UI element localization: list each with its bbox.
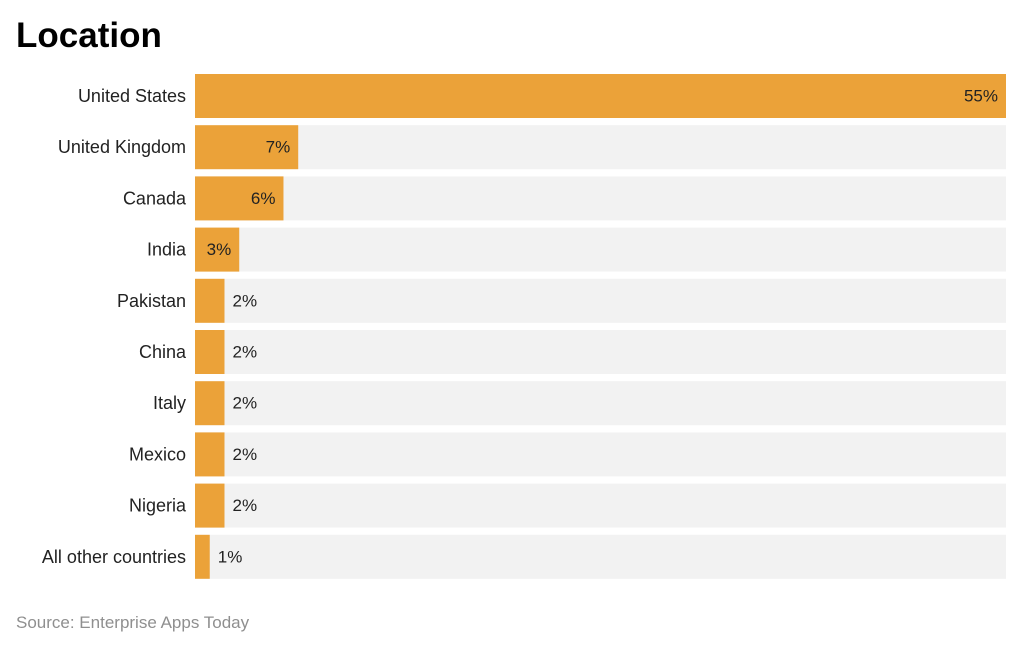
category-label-china: China [139,342,187,362]
bar-india [195,227,240,272]
bar-track-all-other-countries [195,534,1006,579]
source-note: Source: Enterprise Apps Today [16,613,250,632]
value-label-italy: 2% [232,394,257,413]
bar-track-canada [195,176,1006,221]
category-label-pakistan: Pakistan [117,291,186,311]
value-label-china: 2% [232,343,257,362]
value-label-all-other-countries: 1% [218,547,243,566]
bar-italy [195,381,225,426]
bar-nigeria [195,483,225,528]
bar-track-pakistan [195,278,1006,323]
category-label-nigeria: Nigeria [129,496,187,516]
bar-china [195,330,225,374]
bar-united-states [195,74,1006,118]
bar-track-mexico [195,432,1006,477]
category-label-italy: Italy [153,393,186,413]
category-label-mexico: Mexico [129,444,186,464]
bar-track-united-kingdom [195,125,1006,170]
category-label-canada: Canada [123,188,187,208]
value-label-nigeria: 2% [232,496,257,515]
category-label-india: India [147,240,187,260]
bar-track-italy [195,381,1006,426]
bar-pakistan [195,278,225,323]
bar-track-nigeria [195,483,1006,528]
bar-canada [195,176,284,221]
chart-title: Location [16,16,162,55]
value-label-india: 3% [207,240,232,259]
category-label-all-other-countries: All other countries [42,547,186,567]
value-label-united-states: 55% [964,87,998,106]
value-label-canada: 6% [251,189,276,208]
value-label-pakistan: 2% [232,291,257,310]
category-label-united-states: United States [78,86,186,106]
value-label-mexico: 2% [232,445,257,464]
bar-track-india [195,227,1006,272]
bar-united-kingdom [195,125,299,170]
bar-mexico [195,432,225,477]
bar-all-other-countries [195,534,210,579]
value-label-united-kingdom: 7% [266,138,291,157]
bar-track-china [195,330,1006,374]
category-label-united-kingdom: United Kingdom [58,137,186,157]
